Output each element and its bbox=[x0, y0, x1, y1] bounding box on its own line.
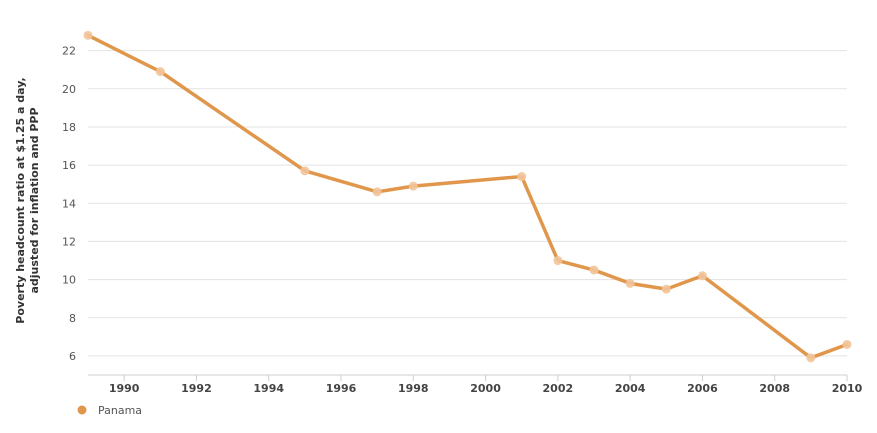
data-point[interactable] bbox=[661, 284, 671, 294]
y-axis-label: Poverty headcount ratio at $1.25 a day,a… bbox=[14, 77, 41, 323]
x-tick-label: 1994 bbox=[253, 382, 284, 395]
data-point[interactable] bbox=[842, 339, 852, 349]
data-point[interactable] bbox=[589, 265, 599, 275]
x-tick-label: 1998 bbox=[398, 382, 429, 395]
y-tick-label: 14 bbox=[62, 197, 76, 210]
grid-lines bbox=[88, 50, 847, 357]
x-tick-label: 1990 bbox=[109, 382, 140, 395]
y-tick-label: 18 bbox=[62, 121, 76, 134]
x-tick-label: 2010 bbox=[832, 382, 863, 395]
y-tick-label: 20 bbox=[62, 83, 76, 96]
y-axis-ticks: 6 8 10 12 14 16 18 20 22 bbox=[62, 45, 76, 363]
legend-label[interactable]: Panama bbox=[98, 404, 142, 417]
data-point[interactable] bbox=[408, 181, 418, 191]
y-axis-label-line: Poverty headcount ratio at $1.25 a day, bbox=[14, 77, 27, 323]
x-tick-label: 2000 bbox=[470, 382, 501, 395]
y-tick-label: 10 bbox=[62, 274, 76, 287]
x-tick-label: 2006 bbox=[687, 382, 718, 395]
data-point[interactable] bbox=[517, 172, 527, 182]
x-tick-label: 2004 bbox=[615, 382, 646, 395]
y-axis-label-line: adjusted for inflation and PPP bbox=[28, 107, 41, 293]
legend-marker[interactable] bbox=[77, 405, 87, 415]
data-point[interactable] bbox=[372, 187, 382, 197]
series-panama[interactable] bbox=[83, 30, 852, 363]
y-tick-label: 8 bbox=[69, 312, 76, 325]
y-tick-label: 16 bbox=[62, 159, 76, 172]
data-point[interactable] bbox=[697, 271, 707, 281]
data-point[interactable] bbox=[83, 30, 93, 40]
y-tick-label: 6 bbox=[69, 350, 76, 363]
x-tick-label: 1996 bbox=[326, 382, 357, 395]
data-point[interactable] bbox=[300, 166, 310, 176]
data-point[interactable] bbox=[625, 278, 635, 288]
x-tick-label: 2008 bbox=[759, 382, 790, 395]
data-point[interactable] bbox=[806, 353, 816, 363]
legend[interactable]: Panama bbox=[77, 404, 143, 417]
y-tick-label: 22 bbox=[62, 45, 76, 58]
data-point[interactable] bbox=[553, 256, 563, 266]
x-tick-label: 1992 bbox=[181, 382, 212, 395]
x-axis: 1990 1992 1994 1996 1998 2000 2002 2004 2006 2008… bbox=[88, 374, 863, 395]
series-line[interactable] bbox=[86, 33, 849, 360]
x-tick-label: 2002 bbox=[543, 382, 574, 395]
y-tick-label: 12 bbox=[62, 235, 76, 248]
data-point[interactable] bbox=[155, 67, 165, 77]
